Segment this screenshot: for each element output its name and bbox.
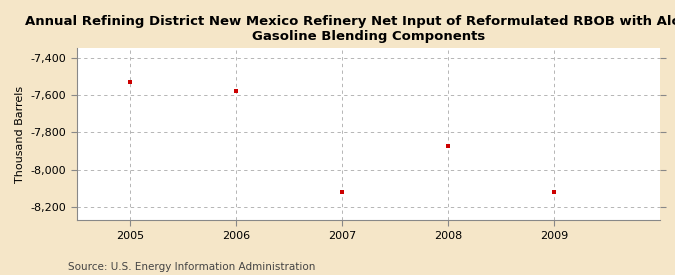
Y-axis label: Thousand Barrels: Thousand Barrels: [15, 86, 25, 183]
Title: Annual Refining District New Mexico Refinery Net Input of Reformulated RBOB with: Annual Refining District New Mexico Refi…: [25, 15, 675, 43]
Text: Source: U.S. Energy Information Administration: Source: U.S. Energy Information Administ…: [68, 262, 315, 272]
